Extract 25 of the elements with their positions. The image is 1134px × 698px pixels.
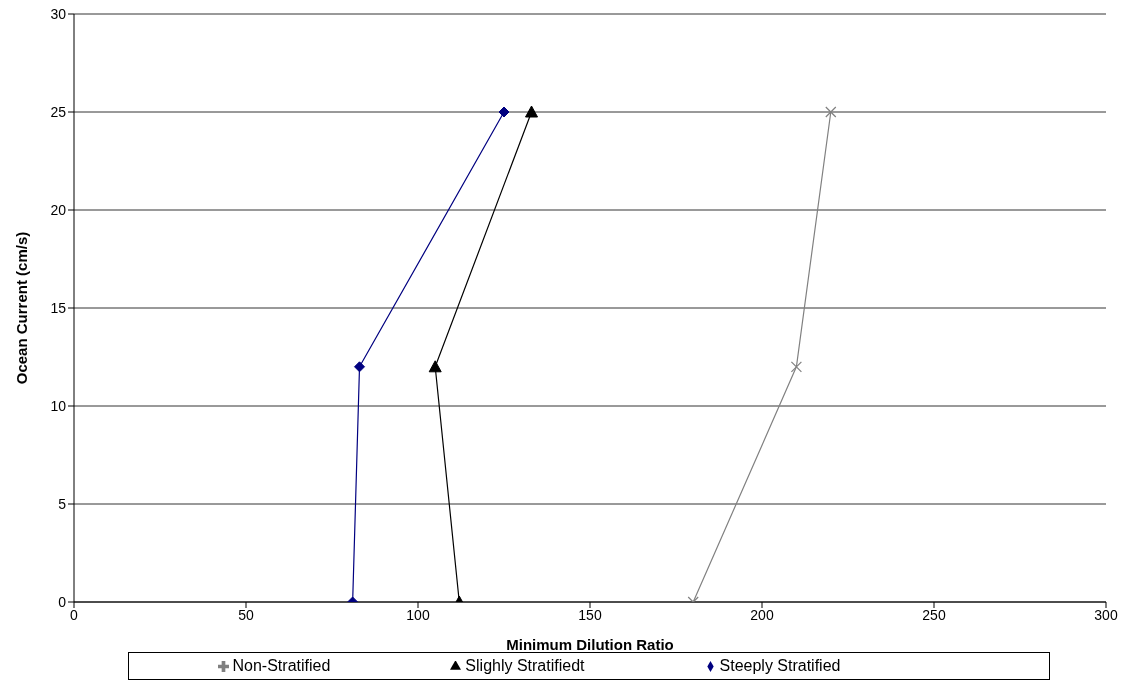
point	[354, 361, 366, 373]
y-axis-title: Ocean Current (cm/s)	[13, 231, 31, 385]
x-tick-label: 300	[1094, 606, 1118, 623]
y-tick-label: 20	[50, 201, 67, 218]
y-tick-label: 10	[50, 397, 67, 414]
y-tick-label: 25	[50, 103, 67, 120]
point	[525, 105, 539, 118]
y-tick-label: 15	[50, 299, 67, 316]
point	[790, 361, 802, 373]
y-tick-label: 30	[50, 5, 67, 22]
legend-label: Slighly Stratifiedt	[465, 657, 585, 674]
x-tick-label: 50	[238, 606, 254, 623]
x-tick-label: 100	[406, 606, 430, 623]
y-tick-label: 0	[58, 593, 67, 610]
x-tick-label: 250	[922, 606, 946, 623]
legend-label: Non-Stratified	[232, 657, 331, 674]
x-tick-label: 200	[750, 606, 774, 623]
x-tick-label: 0	[70, 606, 79, 623]
x-axis-title: Minimum Dilution Ratio	[506, 636, 674, 653]
point	[428, 360, 442, 373]
point	[825, 106, 837, 118]
y-tick-label: 5	[58, 495, 67, 512]
legend-label: Steeply Stratified	[719, 657, 841, 674]
x-tick-label: 150	[578, 606, 602, 623]
point	[498, 106, 510, 118]
